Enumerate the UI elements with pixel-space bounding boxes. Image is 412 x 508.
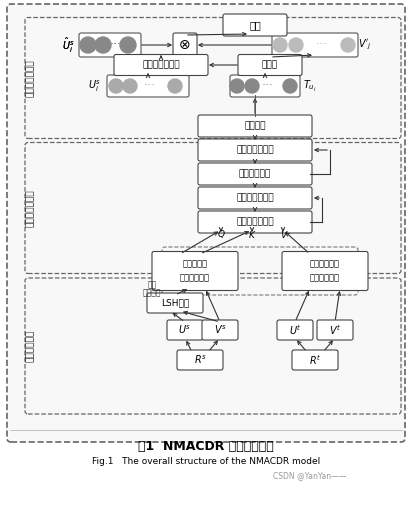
Text: Q: Q xyxy=(218,231,225,239)
Text: 用户在源域的: 用户在源域的 xyxy=(310,260,340,269)
Circle shape xyxy=(96,38,110,52)
Text: ⊗: ⊗ xyxy=(179,38,191,52)
FancyBboxPatch shape xyxy=(147,293,203,313)
Text: $R^s$: $R^s$ xyxy=(194,354,206,366)
FancyBboxPatch shape xyxy=(114,54,208,76)
Text: 用户特征编码器: 用户特征编码器 xyxy=(26,189,35,227)
Text: $T_{u_i}$: $T_{u_i}$ xyxy=(303,78,317,93)
FancyBboxPatch shape xyxy=(79,33,141,57)
FancyBboxPatch shape xyxy=(282,251,368,291)
Text: $U^s_i$: $U^s_i$ xyxy=(88,78,102,93)
Text: 邻不: 邻不 xyxy=(147,280,157,290)
Text: K: K xyxy=(249,231,255,239)
Text: $\hat{U}^s_i$: $\hat{U}^s_i$ xyxy=(62,36,74,54)
FancyBboxPatch shape xyxy=(230,75,300,97)
Text: V: V xyxy=(280,231,286,239)
Text: ···: ··· xyxy=(262,79,274,92)
Text: LSH算法: LSH算法 xyxy=(161,299,189,307)
FancyBboxPatch shape xyxy=(202,320,238,340)
Circle shape xyxy=(109,79,123,93)
Circle shape xyxy=(95,37,111,53)
Text: 交互项目列表: 交互项目列表 xyxy=(310,273,340,282)
FancyBboxPatch shape xyxy=(177,350,223,370)
Text: 个性化映射函数: 个性化映射函数 xyxy=(142,60,180,70)
Text: $V^t$: $V^t$ xyxy=(329,323,341,337)
FancyBboxPatch shape xyxy=(173,33,197,57)
FancyBboxPatch shape xyxy=(198,115,312,137)
FancyBboxPatch shape xyxy=(167,320,203,340)
Text: 图1  NMACDR 模型整体结构: 图1 NMACDR 模型整体结构 xyxy=(138,439,274,453)
Circle shape xyxy=(273,38,287,52)
Circle shape xyxy=(123,79,137,93)
Text: $R^t$: $R^t$ xyxy=(309,353,321,367)
FancyBboxPatch shape xyxy=(223,14,287,36)
Text: CSDN @YanYan——: CSDN @YanYan—— xyxy=(273,471,346,481)
Text: 平均池化: 平均池化 xyxy=(244,121,266,131)
Circle shape xyxy=(341,38,355,52)
Text: 邻居用户的: 邻居用户的 xyxy=(183,260,208,269)
Circle shape xyxy=(230,79,244,93)
Text: ···: ··· xyxy=(110,39,122,51)
FancyBboxPatch shape xyxy=(198,163,312,185)
Text: 邻居交互增强: 邻居交互增强 xyxy=(26,330,35,362)
Text: 多头注意力机制: 多头注意力机制 xyxy=(236,217,274,227)
FancyBboxPatch shape xyxy=(272,33,358,57)
Text: 邻居用户: 邻居用户 xyxy=(143,289,161,298)
FancyBboxPatch shape xyxy=(317,320,353,340)
Text: 前馈神经网络: 前馈神经网络 xyxy=(239,170,271,178)
Circle shape xyxy=(120,37,136,53)
Text: $V'_j$: $V'_j$ xyxy=(358,38,372,52)
Circle shape xyxy=(245,79,259,93)
FancyBboxPatch shape xyxy=(7,4,405,442)
Text: $\hat{U}^s_i$: $\hat{U}^s_i$ xyxy=(62,36,74,54)
FancyBboxPatch shape xyxy=(292,350,338,370)
FancyBboxPatch shape xyxy=(198,211,312,233)
Circle shape xyxy=(283,79,297,93)
FancyBboxPatch shape xyxy=(152,251,238,291)
Text: ···: ··· xyxy=(110,39,122,51)
FancyBboxPatch shape xyxy=(238,54,302,76)
Text: 相加、层归一化: 相加、层归一化 xyxy=(236,145,274,154)
Text: $V^s$: $V^s$ xyxy=(213,324,227,336)
Text: ···: ··· xyxy=(144,79,156,92)
Text: $U^s$: $U^s$ xyxy=(178,324,192,336)
FancyBboxPatch shape xyxy=(277,320,313,340)
Text: $U^t$: $U^t$ xyxy=(289,323,302,337)
FancyBboxPatch shape xyxy=(198,139,312,161)
Circle shape xyxy=(168,79,182,93)
Text: 个性化特征迁移: 个性化特征迁移 xyxy=(26,59,35,97)
FancyBboxPatch shape xyxy=(198,187,312,209)
Circle shape xyxy=(121,38,135,52)
Circle shape xyxy=(289,38,303,52)
Text: 相加、层归一化: 相加、层归一化 xyxy=(236,194,274,203)
Circle shape xyxy=(81,38,95,52)
Text: ···: ··· xyxy=(316,39,328,51)
Text: 交互项目列表: 交互项目列表 xyxy=(180,273,210,282)
Circle shape xyxy=(80,37,96,53)
Text: 预测: 预测 xyxy=(249,20,261,30)
Text: Fig.1   The overall structure of the NMACDR model: Fig.1 The overall structure of the NMACD… xyxy=(92,458,320,466)
Text: 元网络: 元网络 xyxy=(262,60,278,70)
FancyBboxPatch shape xyxy=(107,75,189,97)
